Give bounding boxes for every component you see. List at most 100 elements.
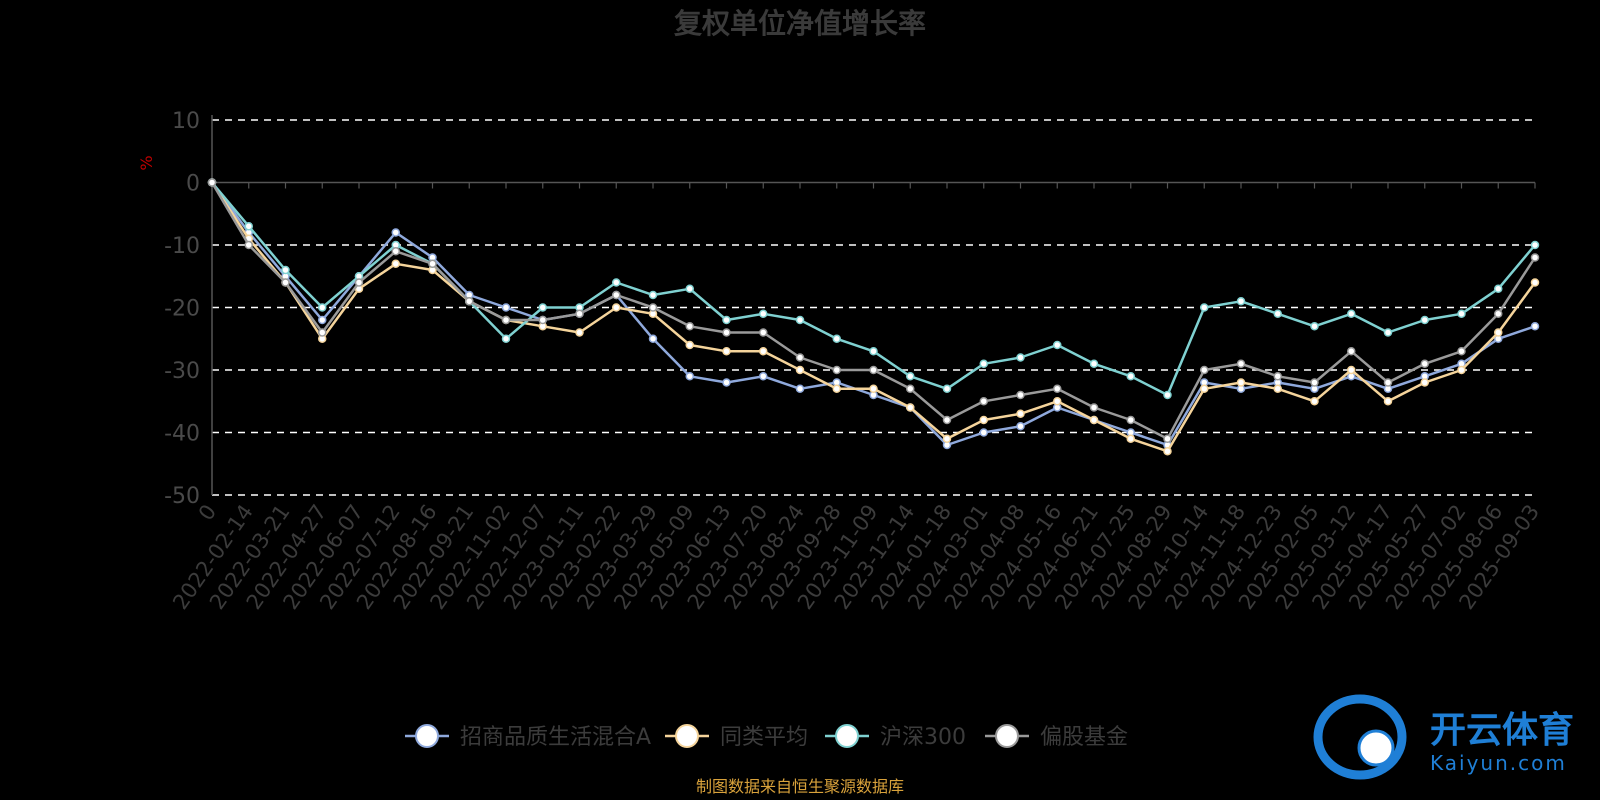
data-point bbox=[1089, 359, 1099, 368]
data-point bbox=[1457, 309, 1466, 318]
data-point bbox=[722, 315, 731, 325]
legend[interactable]: 招商品质生活混合A 同类平均 沪深300 偏股基金 bbox=[405, 724, 1128, 750]
data-point bbox=[869, 347, 878, 356]
data-point bbox=[648, 334, 658, 343]
data-point bbox=[575, 328, 584, 337]
data-point bbox=[906, 403, 915, 412]
data-point bbox=[1053, 384, 1062, 393]
series-line-0 bbox=[210, 181, 1536, 447]
data-point bbox=[1530, 253, 1540, 262]
kaiyun-logo: 开云体育 Kaiyun.com bbox=[1313, 694, 1574, 780]
data-point bbox=[1383, 328, 1393, 337]
grid-lines bbox=[212, 119, 1535, 496]
data-point bbox=[465, 297, 474, 306]
data-point bbox=[1457, 365, 1466, 375]
data-point bbox=[207, 178, 217, 187]
data-point bbox=[1236, 359, 1246, 368]
y-tick-labels: 10 0 -10 -20 -30 -40 -50 bbox=[164, 109, 200, 509]
source-note: 制图数据来自恒生聚源数据库 bbox=[696, 777, 904, 796]
legend-item-2[interactable]: 沪深300 bbox=[825, 724, 966, 750]
data-point bbox=[1053, 397, 1062, 406]
data-point bbox=[391, 247, 400, 256]
data-point bbox=[1163, 390, 1172, 400]
data-point bbox=[1530, 322, 1540, 331]
data-point bbox=[1494, 284, 1503, 293]
data-point bbox=[648, 303, 658, 312]
data-point bbox=[612, 303, 621, 312]
legend-item-1[interactable]: 同类平均 bbox=[665, 724, 808, 750]
data-point bbox=[1236, 297, 1246, 306]
data-point bbox=[1347, 309, 1356, 318]
series-lines bbox=[207, 178, 1540, 456]
data-point bbox=[979, 397, 988, 406]
y-tick-label: -30 bbox=[164, 359, 200, 384]
data-point bbox=[501, 315, 511, 325]
data-point bbox=[1310, 378, 1319, 387]
legend-marker bbox=[835, 724, 859, 748]
data-point bbox=[244, 240, 253, 250]
data-point bbox=[575, 309, 584, 318]
data-point bbox=[1310, 322, 1319, 331]
legend-item-3[interactable]: 偏股基金 bbox=[985, 724, 1128, 750]
data-point bbox=[281, 265, 290, 275]
data-point bbox=[832, 334, 841, 343]
x-tick-label: 0 bbox=[194, 500, 221, 525]
data-point bbox=[1273, 384, 1282, 393]
data-point bbox=[1016, 390, 1025, 400]
data-point bbox=[1126, 434, 1135, 443]
data-point bbox=[1016, 353, 1025, 362]
data-point bbox=[1530, 240, 1540, 250]
data-point bbox=[685, 284, 694, 293]
data-point bbox=[1163, 434, 1172, 443]
legend-label: 招商品质生活混合A bbox=[460, 725, 651, 750]
data-point bbox=[1200, 303, 1209, 312]
data-point bbox=[1383, 378, 1393, 387]
data-point bbox=[942, 384, 952, 393]
data-point bbox=[501, 334, 511, 343]
data-point bbox=[1310, 397, 1319, 406]
data-point bbox=[1273, 309, 1282, 318]
data-point bbox=[1383, 397, 1393, 406]
data-point bbox=[318, 328, 327, 337]
data-point bbox=[722, 378, 731, 387]
data-point bbox=[869, 384, 878, 393]
data-point bbox=[869, 365, 878, 375]
data-point bbox=[1126, 415, 1135, 425]
data-point bbox=[795, 384, 805, 393]
data-point bbox=[1200, 365, 1209, 375]
legend-label: 沪深300 bbox=[880, 725, 966, 750]
data-point bbox=[979, 415, 988, 425]
logo-ball-icon bbox=[1357, 729, 1395, 767]
data-point bbox=[1016, 422, 1025, 431]
data-point bbox=[318, 315, 327, 325]
data-point bbox=[1494, 309, 1503, 318]
data-point bbox=[832, 384, 841, 393]
data-point bbox=[1530, 278, 1540, 287]
data-point bbox=[612, 278, 621, 287]
data-point bbox=[1420, 378, 1429, 387]
data-point bbox=[979, 428, 988, 437]
data-point bbox=[759, 309, 768, 318]
data-point bbox=[832, 365, 841, 375]
legend-label: 同类平均 bbox=[720, 725, 808, 750]
data-point bbox=[722, 328, 731, 337]
data-point bbox=[979, 359, 988, 368]
data-point bbox=[1273, 372, 1282, 381]
data-point bbox=[906, 372, 915, 381]
y-tick-label: -40 bbox=[164, 422, 200, 447]
data-point bbox=[1089, 415, 1099, 425]
legend-marker bbox=[415, 724, 439, 748]
legend-item-0[interactable]: 招商品质生活混合A bbox=[405, 724, 651, 750]
y-axis-unit: % bbox=[137, 155, 156, 170]
data-point bbox=[538, 315, 547, 325]
data-point bbox=[1347, 347, 1356, 356]
data-point bbox=[501, 303, 511, 312]
data-point bbox=[1236, 378, 1246, 387]
legend-marker bbox=[675, 724, 699, 748]
data-point bbox=[795, 353, 805, 362]
data-point bbox=[428, 259, 437, 268]
series-line-3 bbox=[210, 181, 1537, 441]
data-point bbox=[685, 340, 694, 350]
data-point bbox=[1163, 447, 1172, 456]
data-point bbox=[354, 278, 364, 287]
